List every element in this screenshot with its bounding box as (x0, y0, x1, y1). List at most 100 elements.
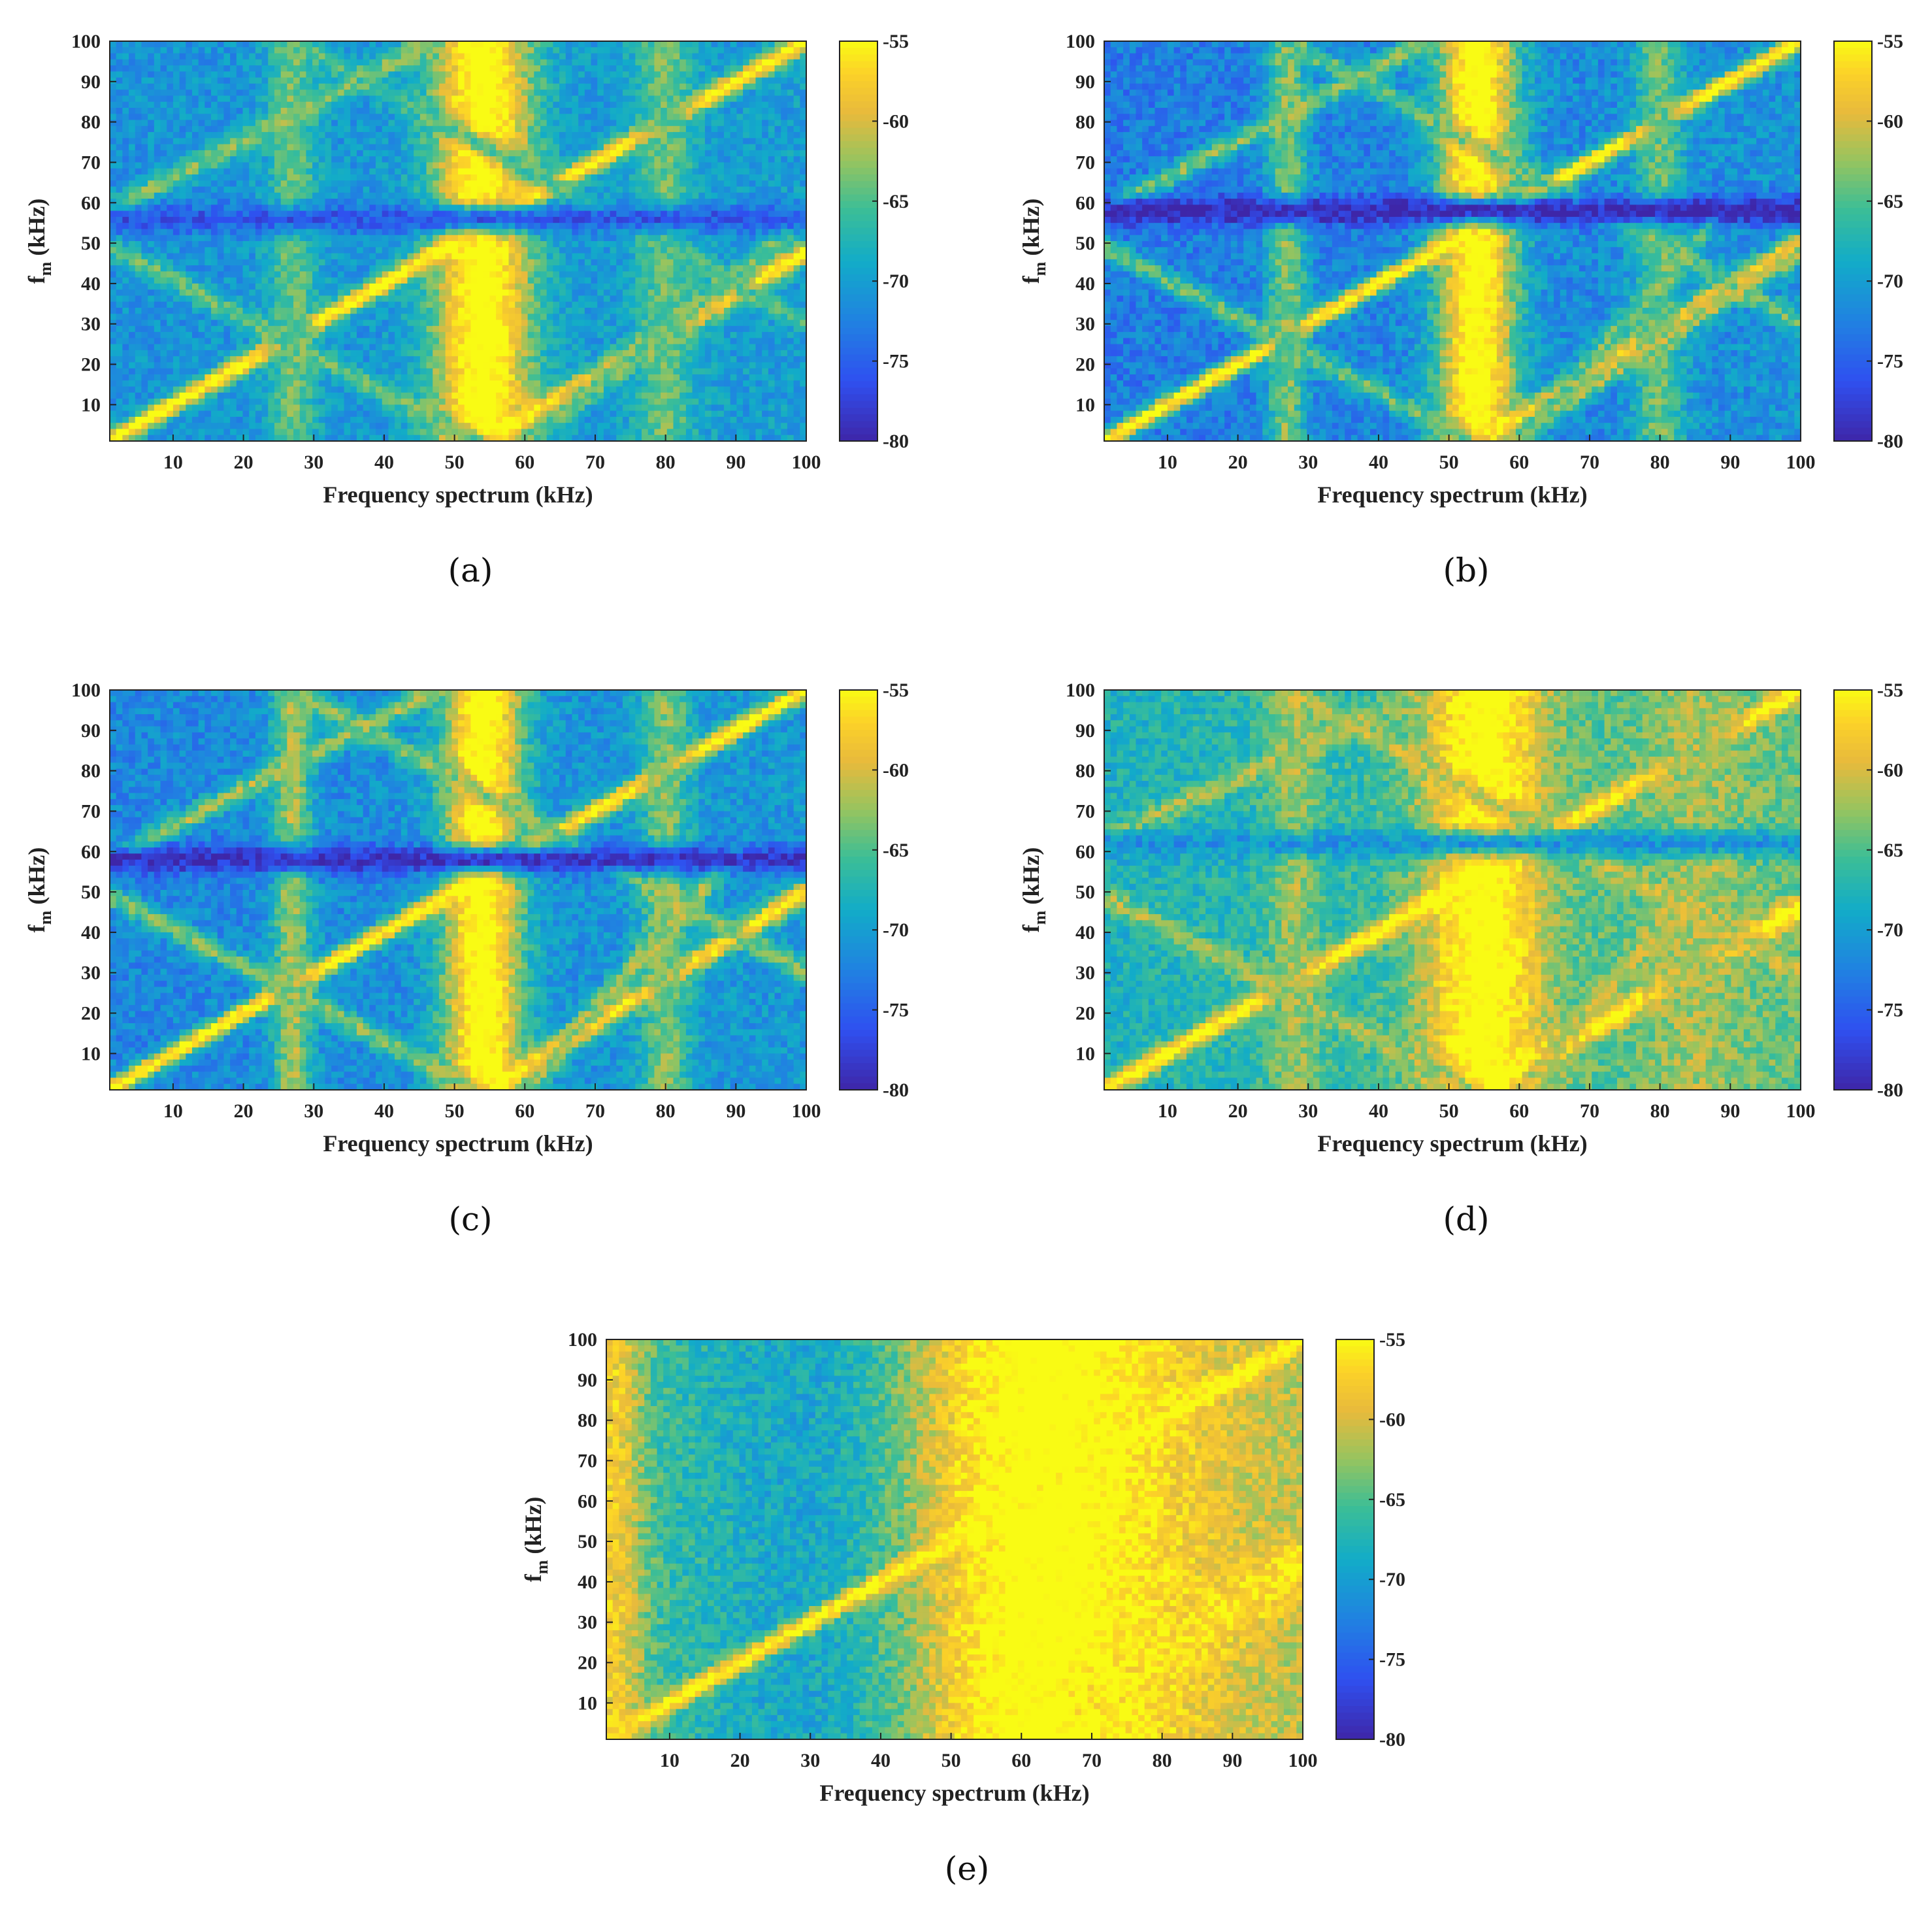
heatmap-cell (515, 259, 522, 266)
heatmap-cell (483, 95, 491, 103)
heatmap-cell (666, 265, 674, 272)
heatmap-cell (781, 132, 788, 139)
heatmap-cell (743, 108, 750, 114)
heatmap-cell (521, 253, 529, 260)
heatmap-cell (762, 253, 769, 260)
heatmap-cell (768, 229, 776, 236)
heatmap-cell (407, 265, 414, 272)
heatmap-cell (603, 174, 611, 181)
heatmap-cell (249, 174, 256, 181)
heatmap-cell (382, 192, 389, 199)
heatmap-cell (356, 168, 364, 175)
heatmap-cell (433, 168, 440, 175)
heatmap-cell (704, 132, 712, 139)
heatmap-cell (711, 77, 718, 84)
heatmap-cell (356, 283, 364, 290)
heatmap-cell (483, 192, 491, 199)
heatmap-cell (800, 199, 807, 205)
heatmap-cell (736, 90, 744, 97)
heatmap-cell (616, 174, 623, 181)
heatmap-cell (464, 168, 471, 175)
heatmap-cell (325, 192, 332, 199)
heatmap-cell (261, 174, 269, 181)
heatmap-cell (458, 47, 465, 54)
heatmap-cell (198, 65, 205, 72)
heatmap-cell (508, 138, 516, 145)
heatmap-cell (572, 223, 579, 230)
heatmap-cell (781, 253, 788, 260)
heatmap-cell (407, 223, 414, 230)
heatmap-cell (464, 235, 471, 242)
heatmap-cell (704, 41, 712, 48)
heatmap-cell (591, 144, 598, 151)
heatmap-cell (546, 71, 553, 78)
heatmap-cell (666, 101, 674, 108)
heatmap-cell (414, 216, 421, 223)
heatmap-cell (508, 223, 516, 230)
heatmap-cell (242, 216, 250, 223)
heatmap-cell (692, 150, 699, 157)
heatmap-cell (489, 271, 497, 278)
heatmap-cell (673, 308, 680, 314)
heatmap-cell (376, 162, 383, 169)
heatmap-cell (344, 71, 351, 78)
heatmap-cell (160, 101, 167, 108)
heatmap-cell (781, 120, 788, 127)
heatmap-cell (426, 41, 433, 48)
heatmap-cell (489, 101, 497, 108)
heatmap-cell (350, 47, 357, 54)
heatmap-cell (369, 168, 376, 175)
heatmap-cell (407, 59, 414, 66)
heatmap-cell (129, 289, 136, 297)
heatmap-cell (337, 83, 345, 90)
heatmap-cell (407, 77, 414, 84)
heatmap-cell (299, 101, 307, 108)
heatmap-cell (591, 108, 598, 114)
heatmap-cell (515, 235, 522, 242)
heatmap-cell (661, 83, 668, 90)
heatmap-cell (230, 265, 237, 272)
heatmap-cell (787, 71, 794, 78)
heatmap-cell (584, 77, 592, 84)
heatmap-cell (356, 216, 364, 223)
heatmap-cell (464, 199, 471, 205)
heatmap-cell (642, 241, 649, 248)
heatmap-cell (426, 247, 433, 254)
heatmap-cell (230, 253, 237, 260)
heatmap-cell (540, 192, 548, 199)
heatmap-cell (464, 283, 471, 290)
heatmap-cell (781, 125, 788, 133)
heatmap-cell (148, 90, 155, 97)
heatmap-cell (673, 65, 680, 72)
heatmap-cell (451, 59, 459, 66)
heatmap-cell (717, 132, 725, 139)
heatmap-cell (508, 205, 516, 212)
heatmap-cell (236, 205, 244, 212)
heatmap-cell (312, 150, 319, 157)
heatmap-cell (470, 235, 478, 242)
heatmap-cell (445, 138, 452, 145)
heatmap-cell (736, 47, 744, 54)
heatmap-cell (534, 59, 541, 66)
heatmap-cell (698, 301, 706, 308)
heatmap-cell (711, 253, 718, 260)
heatmap-cell (553, 253, 560, 260)
heatmap-cell (508, 41, 516, 48)
heatmap-cell (395, 216, 402, 223)
heatmap-cell (483, 120, 491, 127)
heatmap-cell (141, 138, 148, 145)
heatmap-cell (395, 283, 402, 290)
heatmap-cell (768, 138, 776, 145)
heatmap-cell (148, 259, 155, 266)
heatmap-cell (749, 41, 757, 48)
heatmap-cell (546, 210, 553, 218)
heatmap-cell (477, 41, 484, 48)
heatmap-cell (458, 53, 465, 60)
heatmap-cell (768, 192, 776, 199)
heatmap-cell (749, 301, 757, 308)
heatmap-cell (749, 289, 757, 297)
heatmap-cell (800, 210, 807, 218)
heatmap-cell (616, 162, 623, 169)
heatmap-cell (191, 120, 199, 127)
heatmap-cell (666, 283, 674, 290)
